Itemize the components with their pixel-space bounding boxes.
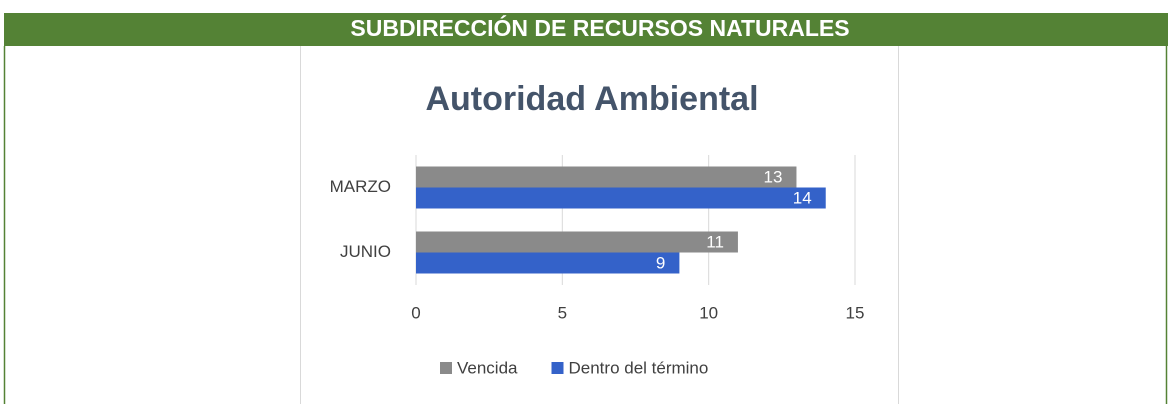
data-label: 11 bbox=[706, 232, 724, 251]
header-bar bbox=[4, 13, 1168, 46]
header-title: SUBDIRECCIÓN DE RECURSOS NATURALES bbox=[350, 14, 849, 41]
bar bbox=[416, 252, 680, 274]
bar bbox=[416, 187, 826, 209]
legend-swatch bbox=[551, 362, 564, 374]
data-label: 13 bbox=[764, 167, 783, 186]
legend-label: Dentro del término bbox=[569, 358, 709, 377]
x-tick-label: 15 bbox=[846, 303, 865, 322]
data-label: 14 bbox=[793, 188, 812, 207]
chart-title: Autoridad Ambiental bbox=[425, 80, 758, 118]
bar bbox=[416, 231, 738, 253]
x-tick-label: 5 bbox=[558, 303, 567, 322]
y-tick-label: MARZO bbox=[330, 177, 391, 196]
x-tick-label: 0 bbox=[411, 303, 420, 322]
y-tick-label: JUNIO bbox=[340, 242, 391, 261]
x-tick-label: 10 bbox=[699, 303, 718, 322]
legend-label: Vencida bbox=[457, 358, 518, 377]
legend-swatch bbox=[440, 362, 452, 374]
bar bbox=[416, 166, 797, 188]
data-label: 9 bbox=[656, 253, 665, 272]
